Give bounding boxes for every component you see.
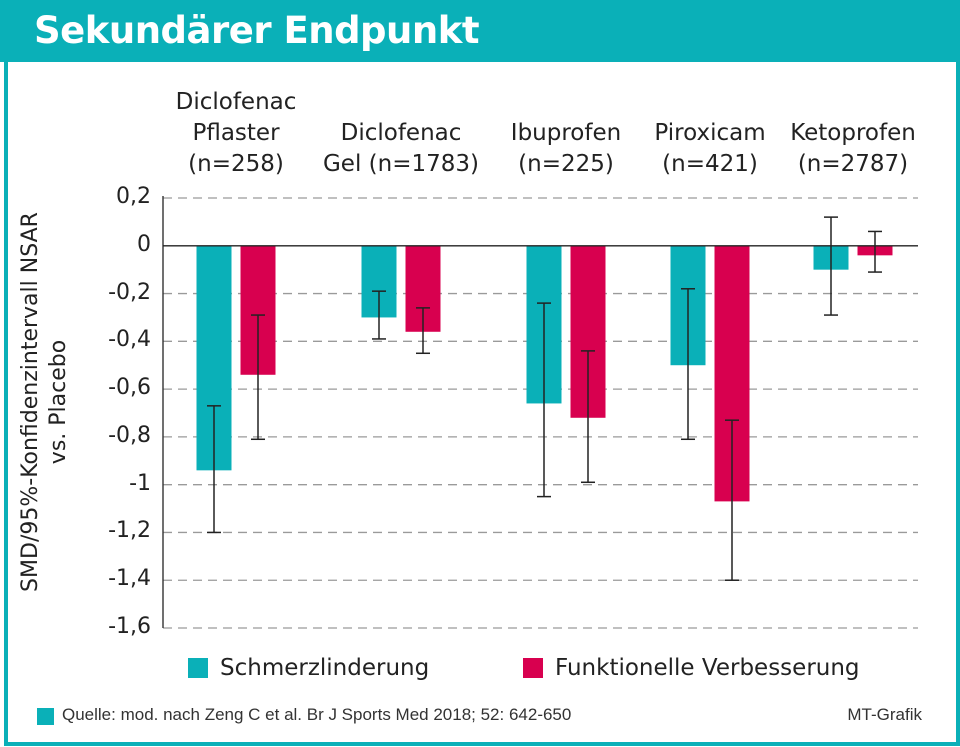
category-label: Diclofenac Pflaster (n=258) (175, 89, 297, 177)
legend-label: Schmerzlinderung (220, 655, 430, 681)
y-tick-label: 0 (137, 231, 151, 257)
source-note: Quelle: mod. nach Zeng C et al. Br J Spo… (62, 705, 572, 724)
page-title: Sekundärer Endpunkt (34, 9, 480, 52)
legend-item-schmerzlinderung: Schmerzlinderung (188, 655, 429, 681)
chart-frame (4, 62, 960, 746)
category-label: Diclofenac Gel (n=1783) (322, 120, 479, 177)
y-tick-label: -0,8 (108, 422, 151, 448)
legend-swatch (523, 658, 543, 678)
graphic-credit: MT-Grafik (847, 705, 922, 724)
y-tick-label: -0,2 (108, 279, 151, 305)
y-tick-label: -1,4 (108, 566, 151, 592)
y-tick-label: -1,6 (108, 614, 151, 639)
y-axis-label: SMD/95%-Konfidenzintervall NSAR vs. Plac… (18, 212, 71, 592)
y-tick-label: -0,4 (108, 327, 151, 353)
header-bar: Sekundärer Endpunkt (0, 0, 960, 62)
category-label: Ibuprofen (n=225) (510, 120, 622, 177)
legend-item-funktionelle-verbesserung: Funktionelle Verbesserung (523, 655, 860, 681)
y-tick-label: 0,2 (116, 184, 151, 209)
y-tick-label: -1 (129, 470, 151, 496)
legend-swatch (188, 658, 208, 678)
y-tick-label: -1,2 (108, 518, 151, 544)
category-label: Ketoprofen (n=2787) (790, 120, 916, 177)
category-label: Piroxicam (n=421) (654, 120, 766, 177)
footer-marker (37, 708, 54, 725)
y-tick-label: -0,6 (108, 375, 151, 401)
legend-label: Funktionelle Verbesserung (555, 655, 860, 681)
